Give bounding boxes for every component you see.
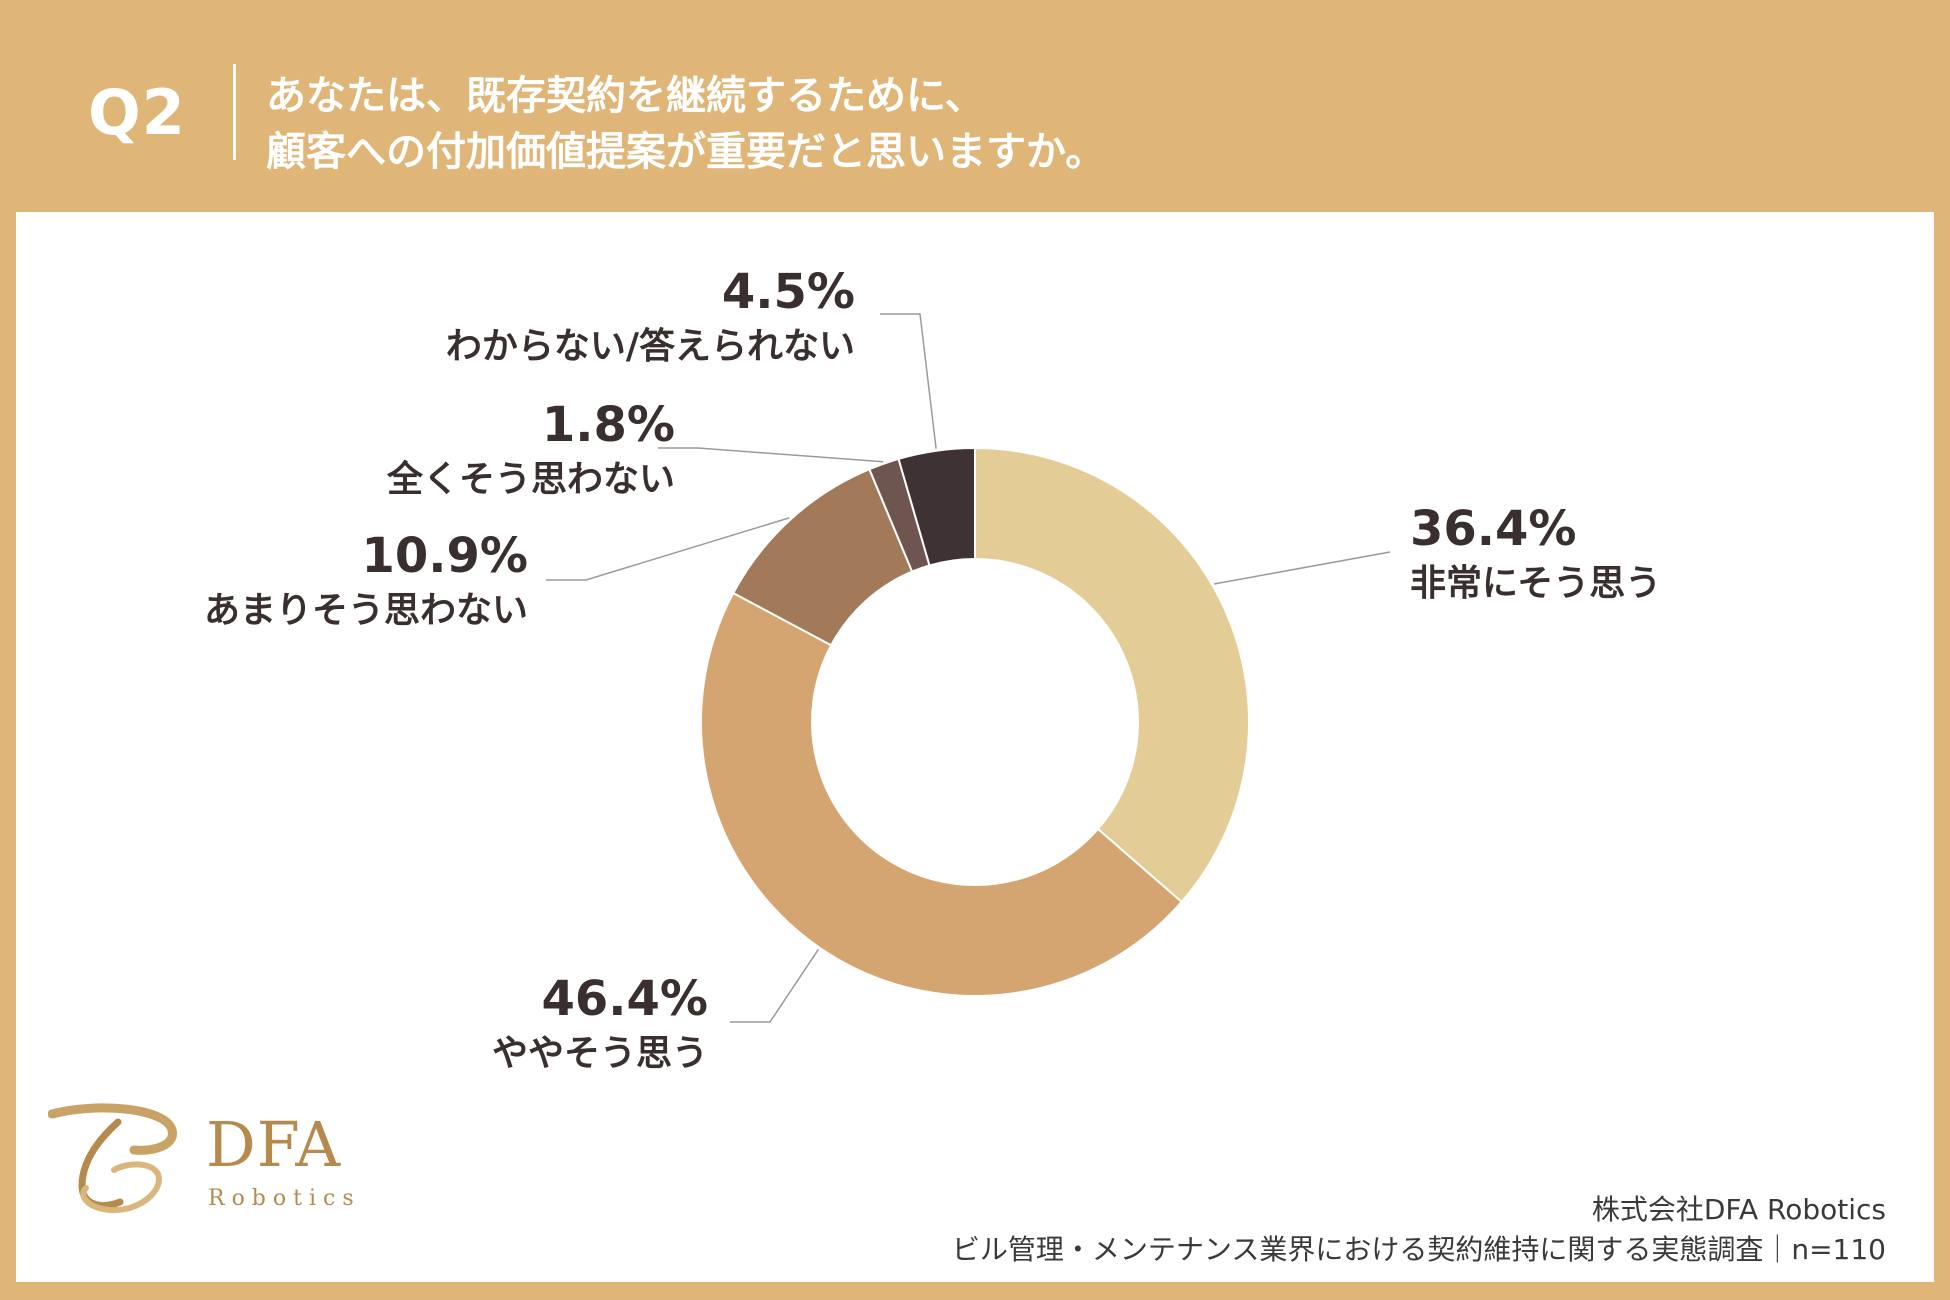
source-survey: ビル管理・メンテナンス業界における契約維持に関する実態調査｜n=110 (951, 1233, 1886, 1266)
source-company: 株式会社DFA Robotics (1591, 1193, 1886, 1226)
slice-category-label: 非常にそう思う (1410, 563, 1661, 604)
question-line-1: あなたは、既存契約を継続するために、 (266, 73, 985, 119)
donut-slice (700, 591, 1184, 997)
logo-wordmark: DFA (206, 1108, 342, 1181)
slice-category-label: ややそう思う (492, 1033, 708, 1074)
leader-line (546, 517, 790, 581)
slice-percent-label: 46.4% (541, 971, 708, 1027)
question-text: あなたは、既存契約を継続するために、 顧客への付加価値提案が重要だと思いますか。 (266, 68, 1105, 180)
question-line-2: 顧客への付加価値提案が重要だと思いますか。 (266, 129, 1106, 175)
slice-percent-label: 4.5% (722, 264, 855, 320)
chart-panel (16, 212, 1934, 1282)
logo-subtitle: Robotics (208, 1186, 361, 1211)
slice-percent-label: 10.9% (361, 528, 528, 584)
donut-slice (974, 446, 1250, 904)
dfa-logo: DFA Robotics (47, 1100, 378, 1230)
header: Q2 あなたは、既存契約を継続するために、 顧客への付加価値提案が重要だと思いま… (0, 0, 1950, 212)
leader-line (730, 948, 820, 1023)
logo-emblem-icon (47, 1103, 177, 1214)
slice-percent-label: 36.4% (1410, 501, 1577, 557)
slice-category-label: わからない/答えられない (446, 326, 855, 367)
slice-percent-label: 1.8% (542, 397, 675, 453)
leader-line (880, 313, 937, 449)
donut-slice (897, 446, 976, 567)
question-divider (233, 64, 236, 160)
slice-category-label: あまりそう思わない (204, 590, 528, 631)
slice-category-label: 全くそう思わない (386, 458, 675, 500)
leader-line (1213, 551, 1391, 585)
source-note: 株式会社DFA Robotics ビル管理・メンテナンス業界における契約維持に関… (952, 1190, 1886, 1270)
question-number: Q2 (88, 76, 186, 149)
leader-line (658, 447, 884, 463)
